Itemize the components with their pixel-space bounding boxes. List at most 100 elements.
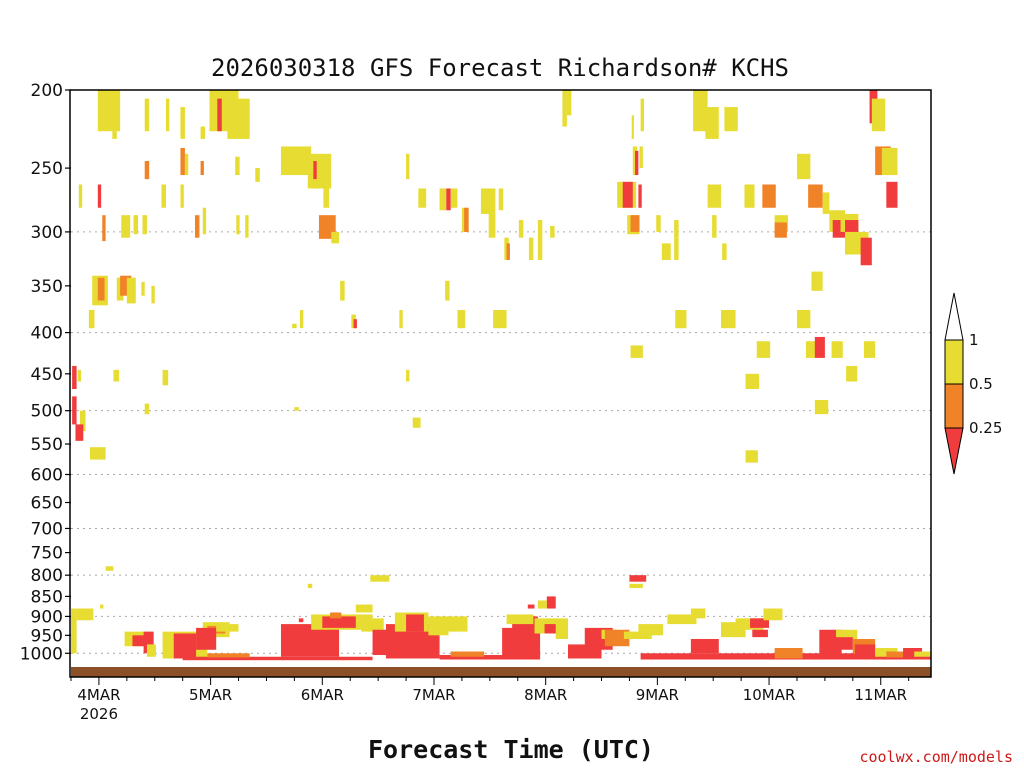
cell-113 bbox=[151, 285, 155, 304]
ytick-label-400: 400 bbox=[31, 324, 63, 344]
surface-layer bbox=[71, 667, 931, 677]
ytick-label-900: 900 bbox=[31, 607, 63, 627]
cell-61 bbox=[631, 115, 634, 139]
cell-1 bbox=[112, 131, 117, 139]
cell-140 bbox=[146, 644, 156, 657]
cell-74 bbox=[796, 153, 811, 180]
cell-63 bbox=[661, 243, 671, 260]
legend-bottom-triangle bbox=[944, 427, 964, 475]
cell-28 bbox=[194, 215, 200, 238]
cell-95 bbox=[745, 373, 759, 390]
cell-170 bbox=[544, 624, 561, 634]
cell-161 bbox=[406, 614, 424, 632]
ytick-label-1000: 1000 bbox=[20, 644, 63, 664]
cell-98 bbox=[871, 98, 886, 132]
cell-103 bbox=[77, 369, 82, 382]
cell-132 bbox=[630, 345, 638, 358]
cell-168 bbox=[506, 614, 534, 625]
cell-191 bbox=[752, 629, 768, 638]
ytick-label-300: 300 bbox=[31, 223, 63, 243]
cell-145 bbox=[196, 627, 217, 650]
cell-0 bbox=[97, 90, 121, 132]
cell-40 bbox=[480, 188, 496, 214]
cell-8 bbox=[227, 98, 250, 139]
cell-138 bbox=[132, 635, 145, 647]
legend-label-1: 1 bbox=[969, 331, 979, 349]
cell-42 bbox=[498, 188, 504, 211]
cell-130 bbox=[294, 407, 299, 411]
cell-67 bbox=[744, 184, 755, 208]
cell-102 bbox=[72, 365, 77, 390]
cell-173 bbox=[527, 604, 535, 609]
cell-125 bbox=[406, 369, 410, 382]
cell-115 bbox=[88, 310, 95, 329]
ytick-label-650: 650 bbox=[31, 494, 63, 514]
cell-56 bbox=[630, 215, 640, 232]
cell-17 bbox=[313, 161, 317, 180]
ytick-label-450: 450 bbox=[31, 365, 63, 385]
cell-87 bbox=[796, 310, 811, 329]
cell-10 bbox=[180, 147, 185, 176]
cell-59 bbox=[562, 90, 567, 127]
cell-155 bbox=[370, 575, 390, 582]
cell-118 bbox=[144, 403, 150, 415]
cell-163 bbox=[445, 616, 468, 632]
cell-91 bbox=[863, 341, 876, 358]
cell-152 bbox=[330, 612, 342, 619]
cell-18 bbox=[406, 153, 410, 180]
cell-57 bbox=[656, 215, 661, 232]
ytick-label-850: 850 bbox=[31, 587, 63, 607]
legend: 1 0.5 0.25 bbox=[944, 292, 1002, 475]
cell-101 bbox=[674, 237, 679, 260]
cell-106 bbox=[75, 424, 84, 441]
cell-96 bbox=[745, 450, 758, 463]
xtick-label-5MAR: 5MAR bbox=[189, 686, 232, 704]
cell-16 bbox=[307, 153, 332, 189]
cell-105 bbox=[79, 410, 86, 432]
cell-34 bbox=[418, 188, 427, 208]
gridlines bbox=[71, 231, 931, 654]
cell-116 bbox=[113, 369, 120, 382]
cell-146 bbox=[216, 624, 239, 632]
cell-99 bbox=[635, 345, 643, 358]
cell-111 bbox=[120, 275, 132, 296]
cell-142 bbox=[173, 633, 197, 659]
cell-172 bbox=[537, 600, 547, 609]
cell-117 bbox=[162, 369, 169, 386]
ytick-label-950: 950 bbox=[31, 626, 63, 646]
cell-88 bbox=[805, 341, 818, 358]
cell-13 bbox=[235, 156, 240, 176]
cell-129 bbox=[412, 417, 421, 428]
cell-126 bbox=[445, 280, 450, 301]
cell-128 bbox=[493, 310, 507, 329]
cell-133 bbox=[71, 608, 77, 654]
xtick-label-4MAR: 4MAR bbox=[77, 686, 120, 704]
ytick-label-800: 800 bbox=[31, 566, 63, 586]
cell-157 bbox=[298, 618, 304, 623]
cell-89 bbox=[814, 336, 825, 358]
cell-123 bbox=[353, 319, 357, 329]
cell-60 bbox=[566, 90, 572, 116]
cell-21 bbox=[161, 184, 166, 208]
cell-19 bbox=[78, 184, 83, 208]
cell-156 bbox=[307, 583, 313, 589]
cell-35 bbox=[439, 188, 447, 211]
cell-186 bbox=[690, 638, 719, 654]
legend-label-0.5: 0.5 bbox=[969, 375, 993, 393]
cell-11 bbox=[184, 153, 189, 176]
cell-147 bbox=[182, 656, 373, 661]
cell-36 bbox=[446, 188, 451, 211]
cell-151 bbox=[322, 616, 356, 628]
cell-25 bbox=[121, 215, 131, 238]
cell-107 bbox=[89, 447, 106, 460]
cell-202 bbox=[914, 651, 931, 657]
cell-75 bbox=[808, 184, 823, 208]
credit-text: coolwx.com/models bbox=[859, 748, 1013, 766]
cell-76 bbox=[822, 192, 830, 214]
cell-62 bbox=[640, 98, 644, 132]
cell-31 bbox=[245, 215, 249, 238]
cell-93 bbox=[814, 400, 829, 415]
cell-119 bbox=[299, 310, 304, 329]
cell-2 bbox=[144, 98, 150, 132]
